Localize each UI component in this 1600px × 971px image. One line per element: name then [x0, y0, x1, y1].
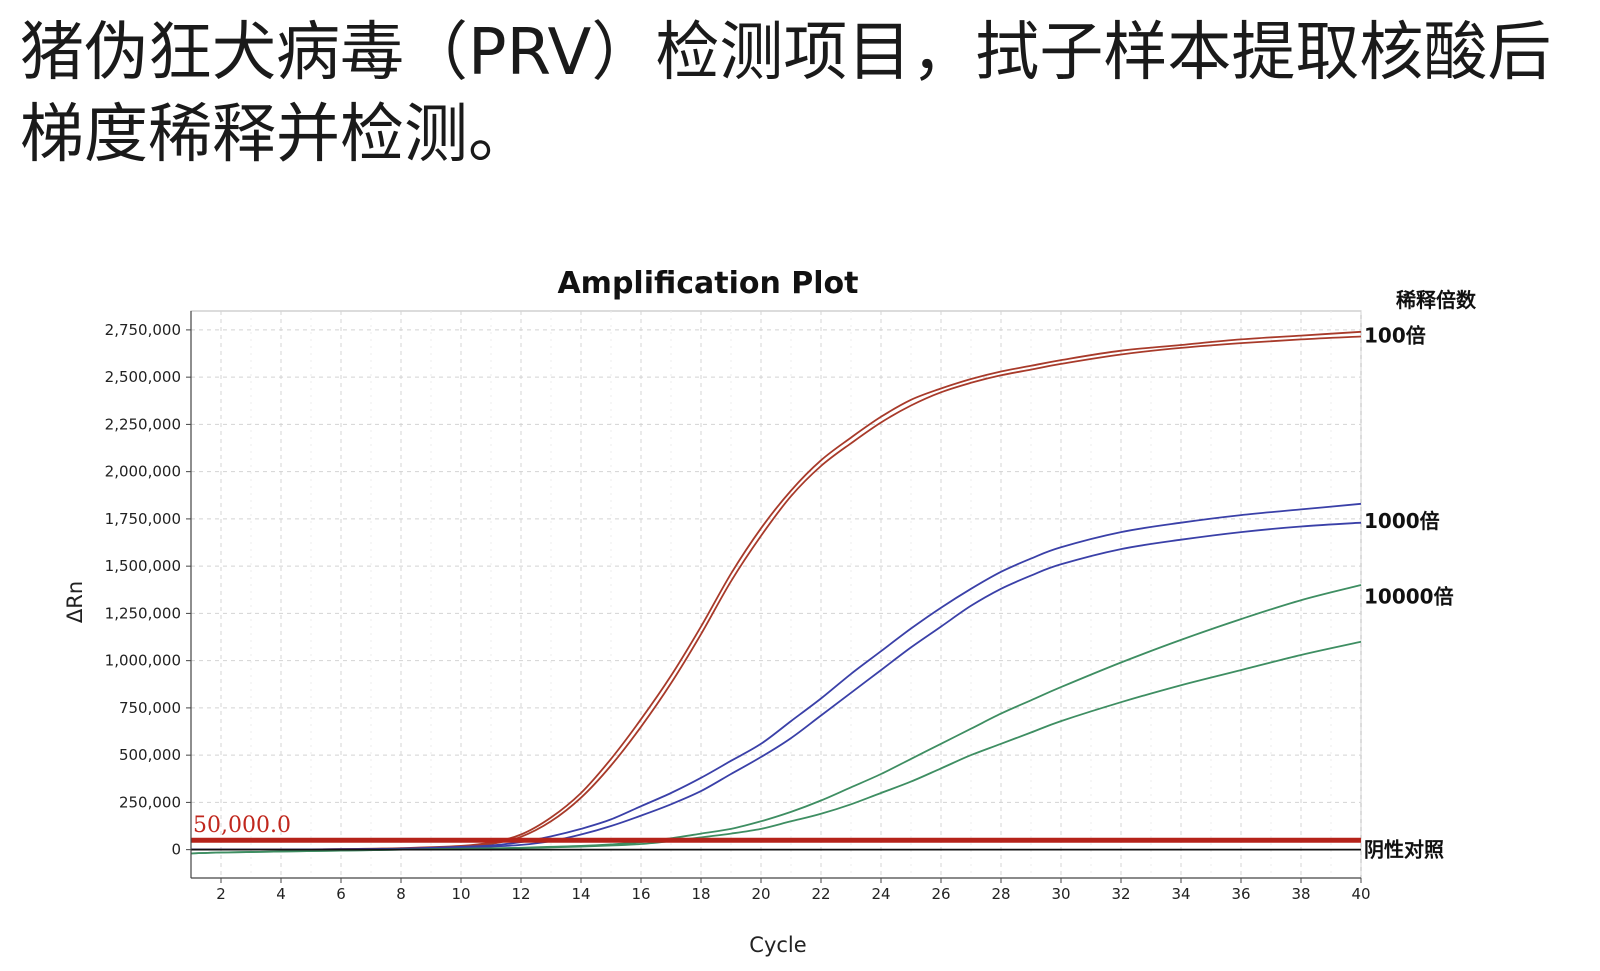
- x-tick-label: 14: [571, 885, 590, 903]
- series-annotation: 100倍: [1364, 324, 1426, 348]
- series-line-3: [190, 502, 1362, 851]
- plot-frame: [190, 310, 1362, 879]
- y-tick-label: 1,000,000: [105, 652, 181, 670]
- x-tick-label: 6: [336, 885, 346, 903]
- y-tick-label: 1,500,000: [105, 557, 181, 575]
- y-tick-label: 1,750,000: [105, 510, 181, 528]
- y-tick-label: 250,000: [119, 793, 181, 811]
- threshold-label: 50,000.0: [193, 813, 291, 838]
- axis-layer: 2 4 6 8 10 12 14 16 18 20 22 24 26 28 30 32 34 36 38 400250…: [105, 311, 1371, 903]
- x-tick-label: 26: [931, 885, 950, 903]
- x-tick-label: 10: [451, 885, 470, 903]
- x-tick-label: 28: [991, 885, 1010, 903]
- x-tick-label: 12: [511, 885, 530, 903]
- grid-layer: [190, 310, 1362, 879]
- y-tick-label: 2,000,000: [105, 463, 181, 481]
- y-tick-label: 2,750,000: [105, 321, 181, 339]
- y-tick-label: 500,000: [119, 746, 181, 764]
- x-tick-label: 2: [216, 885, 226, 903]
- x-tick-label: 22: [811, 885, 830, 903]
- y-tick-label: 2,500,000: [105, 368, 181, 386]
- x-tick-label: 24: [871, 885, 890, 903]
- page-headline: 猪伪狂犬病毒（PRV）检测项目，拭子样本提取核酸后梯度稀释并检测。: [20, 16, 1552, 172]
- x-tick-label: 36: [1231, 885, 1250, 903]
- series-annotation: 10000倍: [1364, 584, 1454, 608]
- y-tick-label: 1,250,000: [105, 604, 181, 622]
- series-layer: [190, 330, 1362, 855]
- y-tick-label: 0: [171, 841, 181, 859]
- x-tick-label: 16: [631, 885, 650, 903]
- series-annotation: 阴性对照: [1364, 838, 1444, 862]
- series-annotation: 1000倍: [1364, 509, 1440, 533]
- x-tick-label: 18: [691, 885, 710, 903]
- chart-title: Amplification Plot: [557, 266, 858, 301]
- x-tick-label: 8: [396, 885, 406, 903]
- legend-header: 稀释倍数: [1396, 288, 1477, 312]
- y-axis-label: ΔRn: [63, 581, 87, 623]
- y-tick-label: 2,250,000: [105, 415, 181, 433]
- x-tick-label: 20: [751, 885, 770, 903]
- x-tick-label: 30: [1051, 885, 1070, 903]
- x-axis-label: Cycle: [749, 933, 806, 957]
- x-tick-label: 4: [276, 885, 286, 903]
- x-tick-label: 38: [1291, 885, 1310, 903]
- x-tick-label: 40: [1351, 885, 1370, 903]
- y-tick-label: 750,000: [119, 699, 181, 717]
- x-tick-label: 32: [1111, 885, 1130, 903]
- x-tick-label: 34: [1171, 885, 1190, 903]
